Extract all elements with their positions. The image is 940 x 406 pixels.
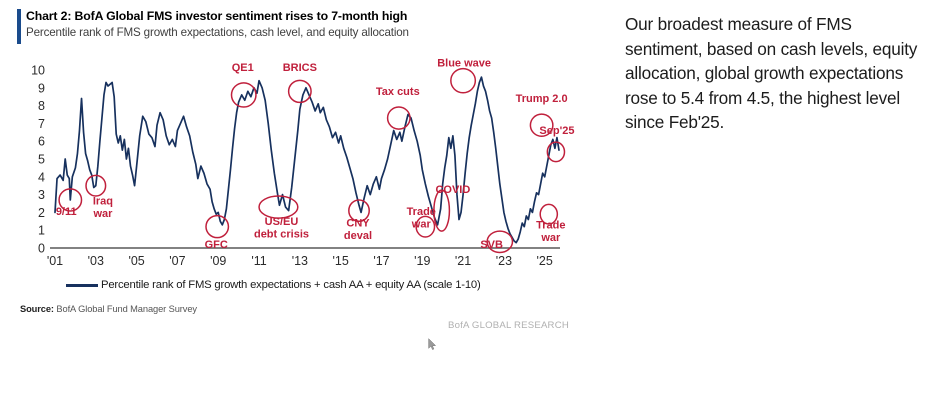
annotation-label: Trade [407, 206, 436, 218]
y-axis-tick-labels: 0 1 2 3 4 5 6 7 8 9 10 [31, 64, 45, 256]
annotation-label: Sep'25 [539, 125, 574, 137]
annotation-label: COVID [435, 184, 470, 196]
x-axis-tick-label: '19 [414, 254, 430, 268]
y-axis-tick-label: 3 [38, 188, 45, 202]
x-axis-tick-label: '23 [496, 254, 512, 268]
x-axis-tick-label: '21 [455, 254, 471, 268]
annotation-label: Iraq [93, 195, 113, 207]
commentary-panel: Our broadest measure of FMS sentiment, b… [625, 12, 925, 135]
annotation-label: Tax cuts [376, 86, 420, 98]
x-axis-tick-label: '17 [373, 254, 389, 268]
annotation-label: Trump 2.0 [516, 93, 568, 105]
source-text: BofA Global Fund Manager Survey [56, 304, 197, 314]
y-axis-tick-label: 9 [38, 81, 45, 95]
x-axis-tick-label: '03 [88, 254, 104, 268]
y-axis-tick-label: 7 [38, 117, 45, 131]
chart-annotation: QE1 [230, 62, 257, 108]
chart-annotation: Blue wave [437, 57, 491, 94]
x-axis-tick-label: '09 [210, 254, 226, 268]
chart-legend: Percentile rank of FMS growth expectatio… [66, 279, 481, 291]
annotation-circle [546, 141, 566, 163]
annotation-circle [433, 189, 451, 232]
commentary-text: Our broadest measure of FMS sentiment, b… [625, 14, 918, 132]
chart-annotation: 9/11 [56, 188, 83, 218]
chart-annotation: Trump 2.0 [516, 93, 568, 137]
x-axis-tick-labels: '01 '03 '05 '07 '09 '11 '13 '15 '17 '19 '21 '23 '25 [47, 254, 553, 268]
annotation-circle [230, 82, 257, 108]
annotation-label: debt crisis [254, 228, 309, 240]
y-axis-tick-label: 0 [38, 242, 45, 256]
chart-annotation: GFC [205, 214, 230, 251]
annotation-label: war [92, 208, 113, 220]
data-series-line [54, 76, 560, 244]
chart-annotation: COVID [433, 184, 470, 232]
annotation-circle [539, 203, 559, 225]
line-chart: 0 1 2 3 4 5 6 7 8 9 10 '01 '03 '05 '07 '09 '11 '13 '15 '17… [31, 57, 574, 268]
annotation-label: war [411, 219, 432, 231]
annotation-circle [529, 113, 554, 137]
annotation-circle [85, 174, 107, 197]
x-axis-tick-label: '13 [292, 254, 308, 268]
annotation-label: 9/11 [56, 206, 77, 218]
title-accent-bar [17, 9, 21, 44]
annotation-label: BRICS [283, 62, 317, 74]
legend-color-swatch [66, 283, 98, 287]
y-axis-tick-label: 8 [38, 99, 45, 113]
annotation-label: Trade [536, 219, 565, 231]
annotation-label: US/EU [265, 216, 299, 228]
annotation-label: CNY [346, 218, 370, 230]
x-axis-tick-label: '25 [537, 254, 553, 268]
page-title: Chart 2: BofA Global FMS investor sentim… [26, 9, 408, 23]
source-note: Source: BofA Global Fund Manager Survey [20, 304, 197, 314]
y-axis-tick-label: 4 [38, 170, 45, 184]
annotation-label: war [540, 232, 561, 244]
chart-annotation: SVB [480, 230, 514, 254]
x-axis-tick-label: '15 [333, 254, 349, 268]
mouse-pointer-icon [428, 338, 437, 350]
annotation-circle [258, 195, 299, 219]
y-axis-tick-label: 1 [38, 224, 45, 238]
y-axis-tick-label: 2 [38, 206, 45, 220]
annotation-circle [450, 67, 477, 94]
chart-plot-area: 0 1 2 3 4 5 6 7 8 9 10 '01 '03 '05 '07 '09 '11 '13 '15 '17… [0, 56, 590, 271]
x-axis-tick-label: '01 [47, 254, 63, 268]
annotation-label: QE1 [232, 62, 254, 74]
source-label: Source: [20, 304, 54, 314]
y-axis-tick-label: 10 [31, 64, 45, 78]
chart-header: Chart 2: BofA Global FMS investor sentim… [17, 8, 577, 44]
annotation-circle [58, 188, 83, 212]
footer-brand-watermark: BofA GLOBAL RESEARCH [448, 320, 569, 331]
annotation-label: SVB [480, 239, 503, 251]
chart-annotation: Tax cuts [376, 86, 420, 130]
chart-subtitle: Percentile rank of FMS growth expectatio… [26, 26, 409, 39]
annotation-circle [486, 230, 514, 254]
x-axis-tick-label: '07 [169, 254, 185, 268]
chart-annotation: BRICS [283, 62, 317, 104]
annotation-label: Blue wave [437, 57, 491, 69]
annotation-label: deval [344, 230, 372, 242]
annotation-label: GFC [205, 239, 228, 251]
x-axis-tick-label: '05 [128, 254, 144, 268]
annotation-circle [386, 106, 411, 130]
y-axis-tick-label: 6 [38, 135, 45, 149]
x-axis-tick-label: '11 [251, 254, 266, 268]
y-axis-tick-label: 5 [38, 153, 45, 167]
chart-annotation: Sep'25 [539, 125, 574, 163]
annotation-circle [287, 79, 312, 104]
annotation-circle [415, 215, 436, 238]
annotation-circle [205, 214, 230, 239]
legend-label: Percentile rank of FMS growth expectatio… [101, 279, 481, 291]
annotation-circle [348, 199, 370, 223]
